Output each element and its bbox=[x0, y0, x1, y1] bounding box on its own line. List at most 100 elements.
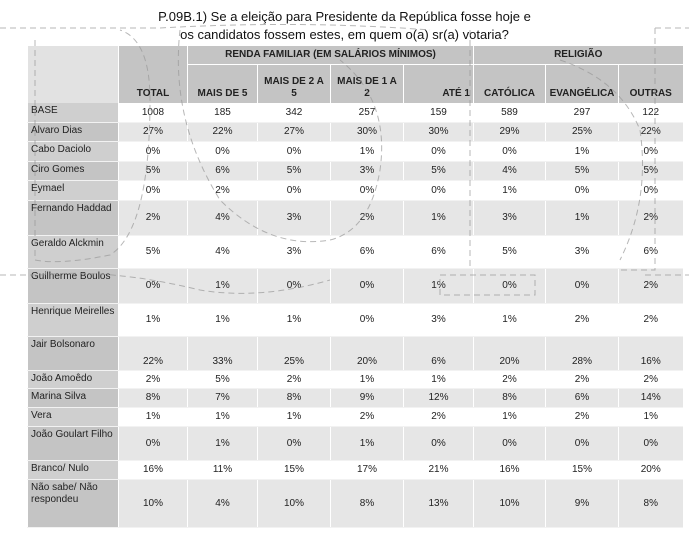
cell-value: 2% bbox=[118, 370, 188, 389]
cell-value: 342 bbox=[257, 103, 331, 123]
cell-value: 589 bbox=[473, 103, 546, 123]
cell-value: 14% bbox=[618, 388, 683, 408]
cell-value: 0% bbox=[187, 141, 258, 162]
cell-value: 0% bbox=[330, 268, 404, 304]
results-table: TOTAL RENDA FAMILIAR (EM SALÁRIOS MÍNIMO… bbox=[27, 46, 683, 528]
col-header: EVANGÉLICA bbox=[545, 64, 619, 103]
cell-value: 0% bbox=[118, 180, 188, 201]
cell-value: 2% bbox=[403, 407, 474, 427]
cell-value: 0% bbox=[257, 141, 331, 162]
cell-value: 1% bbox=[473, 407, 546, 427]
cell-value: 6% bbox=[618, 235, 683, 269]
cell-value: 2% bbox=[618, 268, 683, 304]
cell-value: 5% bbox=[257, 161, 331, 181]
cell-value: 22% bbox=[618, 122, 683, 142]
cell-value: 4% bbox=[187, 479, 258, 528]
cell-value: 3% bbox=[257, 235, 331, 269]
cell-value: 2% bbox=[545, 303, 619, 337]
cell-value: 297 bbox=[545, 103, 619, 123]
cell-value: 6% bbox=[187, 161, 258, 181]
cell-value: 5% bbox=[545, 161, 619, 181]
cell-value: 1% bbox=[257, 407, 331, 427]
cell-value: 1% bbox=[618, 407, 683, 427]
cell-value: 1% bbox=[187, 268, 258, 304]
cell-value: 17% bbox=[330, 460, 404, 480]
table-row: João Goulart Filho 0% 1% 0% 1% 0% 0% 0% 0% bbox=[27, 426, 683, 461]
table-row: João Amoêdo 2% 5% 2% 1% 1% 2% 2% 2% bbox=[27, 370, 683, 389]
row-label: Ciro Gomes bbox=[27, 161, 119, 181]
cell-value: 7% bbox=[187, 388, 258, 408]
cell-value: 8% bbox=[330, 479, 404, 528]
cell-value: 4% bbox=[187, 235, 258, 269]
cell-value: 0% bbox=[118, 141, 188, 162]
cell-value: 5% bbox=[118, 235, 188, 269]
col-header: CATÓLICA bbox=[473, 64, 546, 103]
cell-value: 0% bbox=[618, 180, 683, 201]
group-header-renda: RENDA FAMILIAR (EM SALÁRIOS MÍNIMOS) bbox=[187, 46, 474, 65]
row-label: Marina Silva bbox=[27, 388, 119, 408]
table-row: Jair Bolsonaro 22% 33% 25% 20% 6% 20% 28% 16% bbox=[27, 336, 683, 371]
cell-value: 27% bbox=[257, 122, 331, 142]
cell-value: 2% bbox=[545, 370, 619, 389]
cell-value: 20% bbox=[473, 336, 546, 371]
row-label: Eymael bbox=[27, 180, 119, 201]
cell-value: 1% bbox=[403, 268, 474, 304]
cell-value: 8% bbox=[118, 388, 188, 408]
cell-value: 0% bbox=[473, 141, 546, 162]
cell-value: 2% bbox=[618, 303, 683, 337]
cell-value: 15% bbox=[257, 460, 331, 480]
cell-value: 30% bbox=[403, 122, 474, 142]
table-row: Branco/ Nulo 16% 11% 15% 17% 21% 16% 15% 20% bbox=[27, 460, 683, 480]
question-title: P.09B.1) Se a eleição para Presidente da… bbox=[0, 8, 689, 44]
cell-value: 3% bbox=[403, 303, 474, 337]
cell-value: 25% bbox=[257, 336, 331, 371]
row-label: Guilherme Boulos bbox=[27, 268, 119, 304]
table-row: Cabo Daciolo 0% 0% 0% 1% 0% 0% 1% 0% bbox=[27, 141, 683, 162]
cell-value: 4% bbox=[473, 161, 546, 181]
row-label: Não sabe/ Não respondeu bbox=[27, 479, 119, 528]
cell-value: 0% bbox=[473, 268, 546, 304]
cell-value: 5% bbox=[187, 370, 258, 389]
cell-value: 1% bbox=[187, 303, 258, 337]
title-line-2: os candidatos fossem estes, em quem o(a)… bbox=[180, 27, 509, 42]
title-line-1: P.09B.1) Se a eleição para Presidente da… bbox=[158, 9, 531, 24]
cell-value: 6% bbox=[545, 388, 619, 408]
row-label: João Amoêdo bbox=[27, 370, 119, 389]
cell-value: 28% bbox=[545, 336, 619, 371]
cell-value: 9% bbox=[330, 388, 404, 408]
cell-value: 159 bbox=[403, 103, 474, 123]
cell-value: 12% bbox=[403, 388, 474, 408]
col-header: OUTRAS bbox=[618, 64, 683, 103]
cell-value: 5% bbox=[473, 235, 546, 269]
cell-value: 0% bbox=[545, 268, 619, 304]
row-label: Vera bbox=[27, 407, 119, 427]
table-row: Geraldo Alckmin 5% 4% 3% 6% 6% 5% 3% 6% bbox=[27, 235, 683, 269]
cell-value: 22% bbox=[187, 122, 258, 142]
cell-value: 1% bbox=[330, 370, 404, 389]
cell-value: 5% bbox=[618, 161, 683, 181]
cell-value: 1% bbox=[118, 407, 188, 427]
cell-value: 10% bbox=[473, 479, 546, 528]
cell-value: 33% bbox=[187, 336, 258, 371]
row-label: Geraldo Alckmin bbox=[27, 235, 119, 269]
cell-value: 2% bbox=[187, 180, 258, 201]
cell-value: 8% bbox=[257, 388, 331, 408]
table-row: Alvaro Dias 27% 22% 27% 30% 30% 29% 25% 22% bbox=[27, 122, 683, 142]
cell-value: 2% bbox=[118, 200, 188, 236]
cell-value: 20% bbox=[618, 460, 683, 480]
table-row: BASE 1008 185 342 257 159 589 297 122 bbox=[27, 103, 683, 123]
cell-value: 0% bbox=[330, 180, 404, 201]
cell-value: 1008 bbox=[118, 103, 188, 123]
cell-value: 0% bbox=[403, 426, 474, 461]
cell-value: 27% bbox=[118, 122, 188, 142]
col-header: MAIS DE 2 A 5 bbox=[257, 64, 331, 103]
cell-value: 2% bbox=[330, 200, 404, 236]
row-label: Alvaro Dias bbox=[27, 122, 119, 142]
cell-value: 122 bbox=[618, 103, 683, 123]
cell-value: 257 bbox=[330, 103, 404, 123]
cell-value: 1% bbox=[187, 407, 258, 427]
row-label: Cabo Daciolo bbox=[27, 141, 119, 162]
cell-value: 1% bbox=[330, 426, 404, 461]
row-label: BASE bbox=[27, 103, 119, 123]
cell-value: 15% bbox=[545, 460, 619, 480]
